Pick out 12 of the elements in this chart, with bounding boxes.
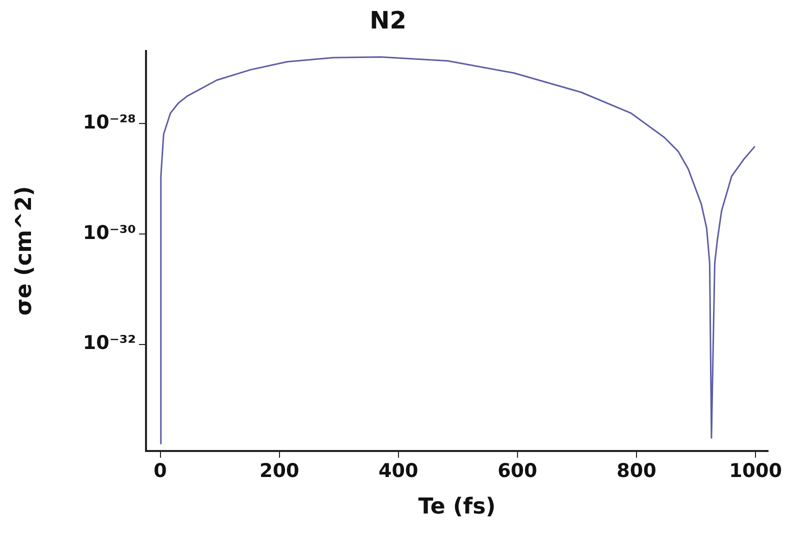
- x-axis-title: Te (fs): [418, 494, 496, 520]
- y-tick-label: 10⁻²⁸: [82, 112, 136, 134]
- x-tick-label: 600: [498, 460, 538, 482]
- x-tick-label: 0: [154, 460, 167, 482]
- x-tick-label: 800: [616, 460, 656, 482]
- y-axis-title: σe (cm^2): [12, 186, 37, 316]
- y-tick-label: 10⁻³²: [82, 332, 136, 354]
- y-tick-label: 10⁻³⁰: [82, 222, 136, 244]
- chart-title: N2: [370, 6, 406, 35]
- x-tick-label: 400: [378, 460, 418, 482]
- x-tick-label: 200: [259, 460, 300, 482]
- x-tick-label: 1000: [729, 460, 782, 482]
